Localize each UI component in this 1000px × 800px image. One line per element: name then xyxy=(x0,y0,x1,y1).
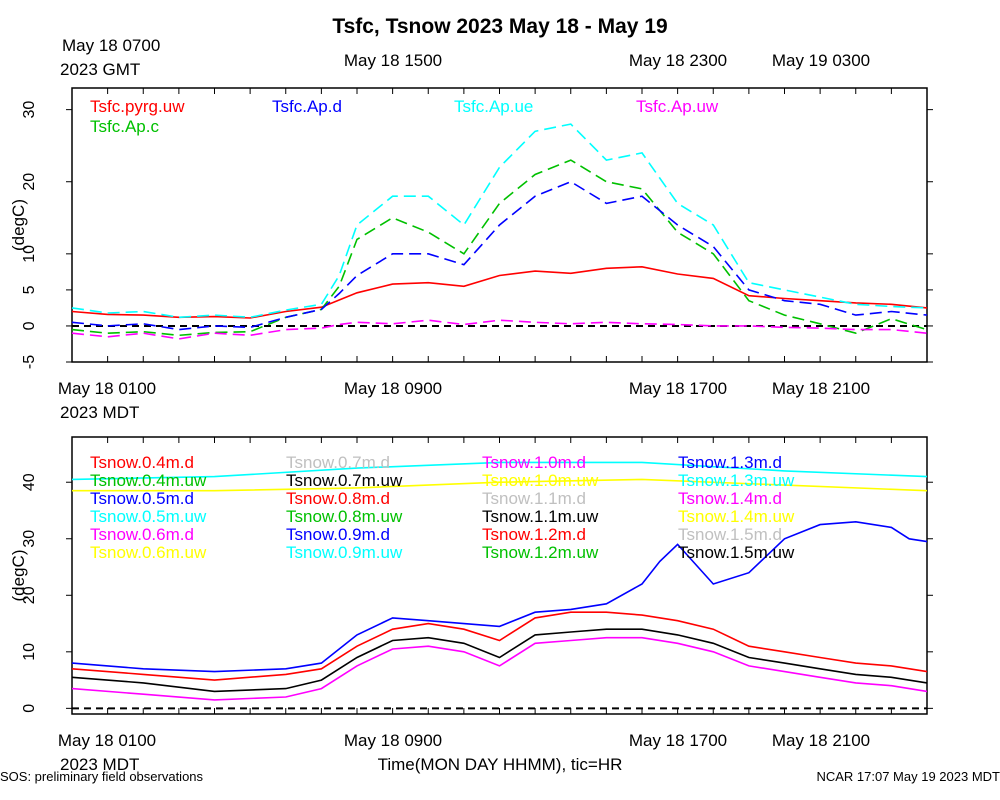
bottom-mdt-tick-label-0: May 18 0100 xyxy=(58,731,156,750)
legend-entry-tsfc-ap-uw: Tsfc.Ap.uw xyxy=(636,97,719,116)
legend-entry-tsnow-0-6m-d: Tsnow.0.6m.d xyxy=(90,525,194,544)
legend-entry-tsnow-0-8m-d: Tsnow.0.8m.d xyxy=(286,489,390,508)
bottom-mdt-tick-label-3: May 18 2100 xyxy=(772,731,870,750)
legend-entry-tsnow-1-4m-d: Tsnow.1.4m.d xyxy=(678,489,782,508)
legend-entry-tsnow-1-2m-d: Tsnow.1.2m.d xyxy=(482,525,586,544)
top-gmt-tick-label-1: May 18 1500 xyxy=(344,51,442,70)
legend-entry-tsfc-pyrg-uw: Tsfc.pyrg.uw xyxy=(90,97,185,116)
legend-entry-tsnow-0-4m-d: Tsnow.0.4m.d xyxy=(90,453,194,472)
legend-entry-tsnow-1-0m-uw: Tsnow.1.0m.uw xyxy=(482,471,599,490)
mid-mdt-tick-label-0: May 18 0100 xyxy=(58,379,156,398)
y-tick-label: 30 xyxy=(21,101,38,119)
x-axis-label: Time(MON DAY HHMM), tic=HR xyxy=(378,755,623,774)
series-line-tsfc-ap-uw xyxy=(71,319,928,340)
y-tick-label: 5 xyxy=(21,285,38,294)
tsnow-panel: 0 10 20 30 40 (degC) Tsnow.0.4m.dTsnow.0.4m.uw… xyxy=(9,436,933,715)
top-gmt-tick-label-2: May 18 2300 xyxy=(629,51,727,70)
legend-entry-tsnow-1-1m-uw: Tsnow.1.1m.uw xyxy=(482,507,599,526)
legend-entry-tsfc-ap-c: Tsfc.Ap.c xyxy=(90,117,159,136)
legend-entry-tsnow-1-2m-uw: Tsnow.1.2m.uw xyxy=(482,543,599,562)
y-tick-label: 20 xyxy=(21,173,38,191)
legend-entry-tsnow-0-9m-d: Tsnow.0.9m.d xyxy=(286,525,390,544)
legend-entry-tsnow-1-1m-d: Tsnow.1.1m.d xyxy=(482,489,586,508)
series-line-tsfc-ap-ue xyxy=(71,123,928,319)
series-line-tsnow-0-4m-d xyxy=(71,611,928,681)
top-gmt-tick-label-0: May 18 0700 xyxy=(62,36,160,55)
y-tick-label: 0 xyxy=(21,704,38,713)
y-axis-label: (degC) xyxy=(9,550,28,602)
bottom-mdt-tick-label-1: May 18 0900 xyxy=(344,731,442,750)
series-line-tsfc-pyrg-uw xyxy=(71,265,928,319)
legend-entry-tsnow-1-5m-d: Tsnow.1.5m.d xyxy=(678,525,782,544)
series-line-tsnow-1-3m-d xyxy=(71,520,928,673)
legend-entry-tsnow-0-5m-uw: Tsnow.0.5m.uw xyxy=(90,507,207,526)
legend-entry-tsnow-1-5m-uw: Tsnow.1.5m.uw xyxy=(678,543,795,562)
legend-entry-tsnow-0-6m-uw: Tsnow.0.6m.uw xyxy=(90,543,207,562)
legend-entry-tsnow-0-7m-uw: Tsnow.0.7m.uw xyxy=(286,471,403,490)
y-tick-label: 40 xyxy=(21,473,38,491)
chart-title: Tsfc, Tsnow 2023 May 18 - May 19 xyxy=(332,15,667,38)
series-line-tsnow-1-0m-uw xyxy=(72,478,928,492)
y-tick-label: -5 xyxy=(21,355,38,369)
legend-entry-tsnow-0-7m-d: Tsnow.0.7m.d xyxy=(286,453,390,472)
y-tick-label: 30 xyxy=(21,530,38,548)
mid-mdt-tick-label-2: May 18 1700 xyxy=(629,379,727,398)
y-tick-label: 0 xyxy=(21,321,38,330)
legend-entry-tsnow-0-5m-d: Tsnow.0.5m.d xyxy=(90,489,194,508)
series-line-tsnow-0-6m-d xyxy=(71,636,928,701)
y-axis-label: (degC) xyxy=(9,199,28,251)
bottom-mdt-sub-label: 2023 MDT xyxy=(60,755,139,774)
legend-entry-tsnow-0-9m-uw: Tsnow.0.9m.uw xyxy=(286,543,403,562)
legend-entry-tsnow-1-0m-d: Tsnow.1.0m.d xyxy=(482,453,586,472)
series-line-tsnow-0-7m-uw xyxy=(71,628,928,693)
y-tick-label: 10 xyxy=(21,245,38,263)
y-tick-label: 10 xyxy=(21,643,38,661)
bottom-mdt-tick-label-2: May 18 1700 xyxy=(629,731,727,750)
mid-mdt-tick-label-1: May 18 0900 xyxy=(344,379,442,398)
series-line-tsfc-ap-c xyxy=(71,159,928,337)
y-tick-label: 20 xyxy=(21,586,38,604)
mid-mdt-tick-label-3: May 18 2100 xyxy=(772,379,870,398)
legend-entry-tsnow-1-4m-uw: Tsnow.1.4m.uw xyxy=(678,507,795,526)
legend-entry-tsnow-0-4m-uw: Tsnow.0.4m.uw xyxy=(90,471,207,490)
legend-entry-tsnow-1-3m-uw: Tsnow.1.3m.uw xyxy=(678,471,795,490)
legend-entry-tsfc-ap-d: Tsfc.Ap.d xyxy=(272,97,342,116)
series-line-tsfc-ap-d xyxy=(71,180,928,331)
series-line-tsnow-1-3m-uw xyxy=(71,461,928,481)
mid-mdt-sub-label: 2023 MDT xyxy=(60,403,139,422)
top-gmt-sub-label: 2023 GMT xyxy=(60,60,140,79)
top-gmt-tick-label-3: May 19 0300 xyxy=(772,51,870,70)
legend-entry-tsnow-0-8m-uw: Tsnow.0.8m.uw xyxy=(286,507,403,526)
footer-right-note: NCAR 17:07 May 19 2023 MDT xyxy=(816,769,1000,784)
legend-entry-tsnow-1-3m-d: Tsnow.1.3m.d xyxy=(678,453,782,472)
footer-left-note: SOS: preliminary field observations xyxy=(0,769,204,784)
legend-entry-tsfc-ap-ue: Tsfc.Ap.ue xyxy=(454,97,533,116)
